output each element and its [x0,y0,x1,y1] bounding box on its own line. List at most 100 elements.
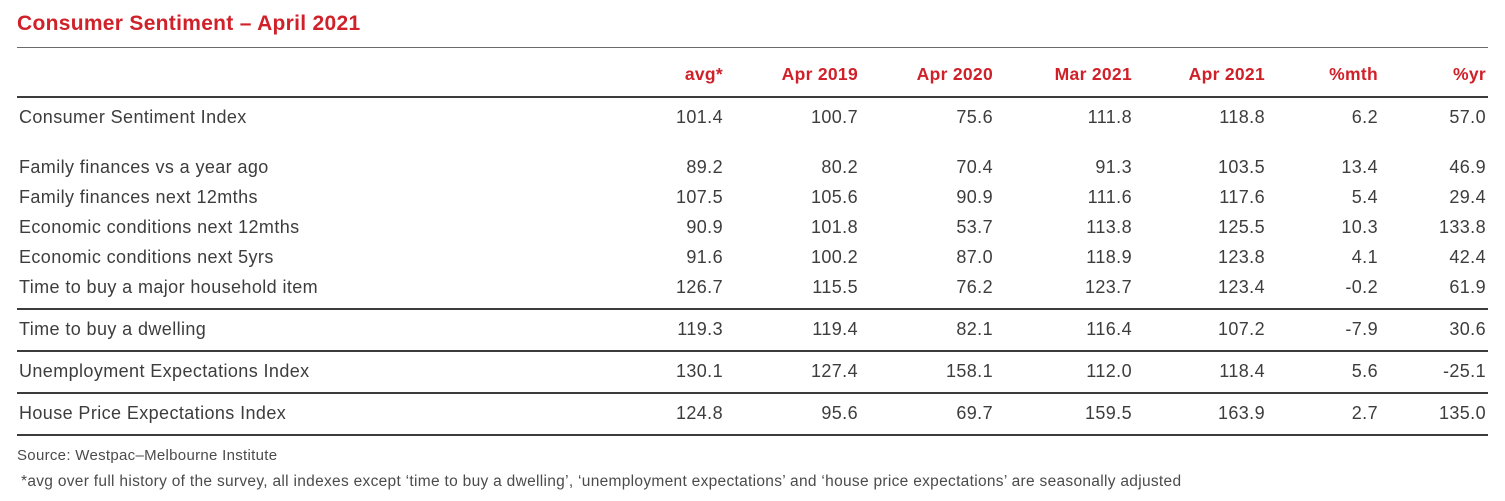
column-header: Apr 2019 [725,48,860,98]
cell-value: 61.9 [1380,272,1488,310]
cell-value: 101.8 [810,217,858,237]
cell-value: 159.5 [995,393,1134,436]
cell-value: 2.7 [1267,393,1380,436]
row-label: Economic conditions next 5yrs [19,247,274,267]
cell-value: 103.5 [1217,157,1265,177]
cell-value: 5.6 [1267,351,1380,394]
cell-value: 100.7 [810,107,858,127]
cell-value: 111.6 [1087,187,1132,207]
cell-value: 70.4 [956,157,993,177]
cell-value: 89.2 [686,157,723,177]
row-label: House Price Expectations Index [17,393,585,436]
cell-value: 6.2 [1351,107,1378,127]
cell-value: 95.6 [725,393,860,436]
column-header: Apr 2020 [860,48,995,98]
cell-value: 53.7 [956,217,993,237]
source-note: Source: Westpac–Melbourne Institute [17,447,278,464]
footnote: *avg over full history of the survey, al… [21,473,1182,490]
cell-value: 115.5 [725,272,860,310]
cell-value: 119.3 [585,309,725,352]
cell-value: 127.4 [725,351,860,394]
cell-value: 113.8 [1086,217,1132,237]
cell-value: 13.4 [1341,157,1378,177]
table-row: Family finances vs a year ago 89.2 80.2 70.… [17,148,1488,183]
column-header: avg* [585,48,725,98]
cell-value: 107.2 [1134,309,1267,352]
cell-value: 111.8 [1087,107,1132,127]
row-label: Time to buy a major household item [17,272,585,310]
column-header: %mth [1267,48,1380,98]
title-block: Consumer Sentiment – April 2021 [17,12,1488,48]
row-label: Family finances vs a year ago [19,157,269,177]
cell-value: 91.6 [686,247,723,267]
cell-value: 118.9 [1086,247,1132,267]
table-row: Unemployment Expectations Index 130.1 127.… [17,351,1488,394]
cell-value: 125.5 [1217,217,1265,237]
cell-value: 118.4 [1134,351,1267,394]
cell-value: 126.7 [585,272,725,310]
cell-value: 90.9 [686,217,723,237]
column-header: Mar 2021 [995,48,1134,98]
header-label-spacer [17,48,585,98]
cell-value: 116.4 [995,309,1134,352]
cell-value: 5.4 [1351,187,1378,207]
cell-value: 75.6 [956,107,993,127]
cell-value: 107.5 [675,187,723,207]
cell-value: 118.8 [1219,107,1265,127]
cell-value: 123.4 [1134,272,1267,310]
table-row: Consumer Sentiment Index 101.4 100.7 75.6 11… [17,97,1488,148]
row-label: Economic conditions next 12mths [19,217,300,237]
table-section: House Price Expectations Index 124.8 95.6 6… [17,393,1488,436]
cell-value: -0.2 [1267,272,1380,310]
cell-value: 29.4 [1449,187,1486,207]
sentiment-table: avg* Apr 2019 Apr 2020 Mar 2021 Apr 2021 %mth… [17,48,1488,436]
cell-value: 57.0 [1449,107,1486,127]
cell-value: 80.2 [821,157,858,177]
table-row: Time to buy a major household item 126.7 1… [17,272,1488,310]
table-section: Consumer Sentiment Index 101.4 100.7 75.6 11… [17,97,1488,148]
column-header: Apr 2021 [1134,48,1267,98]
cell-value: 4.1 [1351,247,1378,267]
table-row: House Price Expectations Index 124.8 95.6 6… [17,393,1488,436]
cell-value: 124.8 [585,393,725,436]
cell-value: -25.1 [1380,351,1488,394]
cell-value: 163.9 [1134,393,1267,436]
cell-value: 133.8 [1438,217,1486,237]
cell-value: 10.3 [1341,217,1378,237]
cell-value: 117.6 [1219,187,1265,207]
cell-value: 119.4 [725,309,860,352]
cell-value: 76.2 [860,272,995,310]
header-row: avg* Apr 2019 Apr 2020 Mar 2021 Apr 2021 %mth… [17,48,1488,98]
cell-value: 123.7 [995,272,1134,310]
cell-value: 91.3 [1095,157,1132,177]
table-section: Unemployment Expectations Index 130.1 127.… [17,351,1488,394]
table-section: Time to buy a dwelling 119.3 119.4 82.1 116.… [17,309,1488,352]
cell-value: 42.4 [1449,247,1486,267]
page-title: Consumer Sentiment – April 2021 [17,12,361,35]
column-header: %yr [1380,48,1488,98]
table-row: Family finances next 12mths 107.5 105.6 90.… [17,183,1488,213]
cell-value: 82.1 [860,309,995,352]
cell-value: 123.8 [1217,247,1265,267]
cell-value: 112.0 [995,351,1134,394]
cell-value: 46.9 [1449,157,1486,177]
row-label: Time to buy a dwelling [17,309,585,352]
cell-value: 135.0 [1380,393,1488,436]
cell-value: 158.1 [860,351,995,394]
row-label: Consumer Sentiment Index [19,107,247,127]
cell-value: 30.6 [1380,309,1488,352]
row-label: Unemployment Expectations Index [17,351,585,394]
cell-value: 87.0 [956,247,993,267]
cell-value: 69.7 [860,393,995,436]
cell-value: 105.6 [810,187,858,207]
table-row: Time to buy a dwelling 119.3 119.4 82.1 116.… [17,309,1488,352]
row-label: Family finances next 12mths [19,187,258,207]
cell-value: 130.1 [585,351,725,394]
cell-value: 101.4 [675,107,723,127]
table-header: avg* Apr 2019 Apr 2020 Mar 2021 Apr 2021 %mth… [17,48,1488,98]
table-row: Economic conditions next 12mths 90.9 101.8… [17,213,1488,243]
cell-value: -7.9 [1267,309,1380,352]
table-section: Family finances vs a year ago 89.2 80.2 70.… [17,148,1488,310]
cell-value: 90.9 [956,187,993,207]
